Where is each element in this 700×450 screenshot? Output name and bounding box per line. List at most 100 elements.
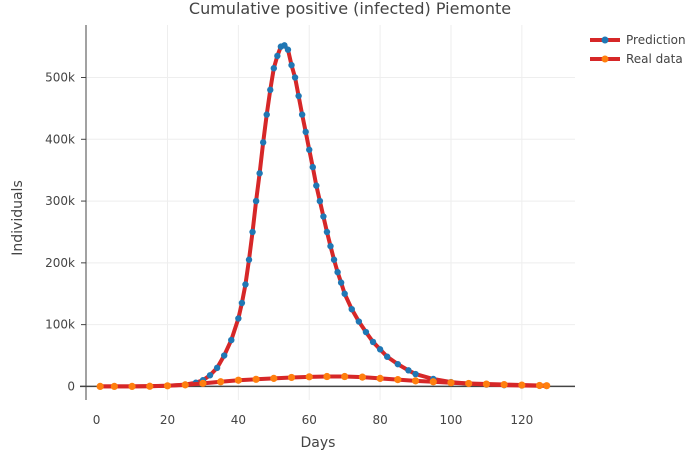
x-tick-label: 80 bbox=[372, 413, 387, 427]
y-tick-label: 300k bbox=[45, 194, 75, 208]
y-tick-label: 200k bbox=[45, 256, 75, 270]
data-point[interactable] bbox=[341, 372, 349, 381]
axes: 0 20 40 60 80 100 120 0 100k 200k 300k 400k 500k bbox=[45, 25, 575, 427]
data-point[interactable] bbox=[429, 378, 437, 386]
data-point[interactable] bbox=[348, 305, 355, 313]
data-point[interactable] bbox=[252, 375, 260, 383]
y-tick-label: 0 bbox=[67, 379, 75, 393]
y-tick-label: 400k bbox=[45, 132, 75, 146]
data-point[interactable] bbox=[323, 228, 331, 236]
data-point[interactable] bbox=[249, 228, 256, 236]
data-point[interactable] bbox=[358, 373, 366, 381]
data-point[interactable] bbox=[235, 315, 242, 322]
chart-title: Cumulative positive (infected) Piemonte bbox=[189, 0, 511, 18]
data-point[interactable] bbox=[238, 299, 246, 307]
data-point[interactable] bbox=[274, 52, 281, 60]
data-point[interactable] bbox=[362, 328, 370, 336]
grid-lines bbox=[86, 25, 575, 400]
data-point[interactable] bbox=[263, 111, 270, 118]
x-tick-label: 20 bbox=[160, 413, 175, 427]
data-point[interactable] bbox=[295, 92, 302, 100]
legend-item[interactable]: Real data bbox=[590, 52, 683, 66]
series-prediction[interactable] bbox=[96, 42, 550, 390]
data-point[interactable] bbox=[281, 42, 288, 49]
data-point[interactable] bbox=[259, 139, 267, 146]
data-point[interactable] bbox=[306, 146, 313, 153]
data-point[interactable] bbox=[334, 268, 341, 276]
data-point[interactable] bbox=[256, 170, 263, 177]
data-point[interactable] bbox=[330, 256, 338, 263]
x-tick-label: 60 bbox=[302, 413, 317, 427]
data-point[interactable] bbox=[376, 346, 384, 353]
data-point[interactable] bbox=[284, 46, 292, 53]
data-point[interactable] bbox=[228, 336, 235, 344]
data-point[interactable] bbox=[96, 382, 104, 391]
series-real-data[interactable] bbox=[96, 372, 551, 391]
data-point[interactable] bbox=[535, 381, 544, 390]
data-point[interactable] bbox=[447, 379, 455, 387]
data-point[interactable] bbox=[287, 373, 296, 382]
data-point[interactable] bbox=[309, 163, 316, 171]
data-point[interactable] bbox=[298, 111, 306, 118]
data-point[interactable] bbox=[220, 352, 228, 359]
data-point[interactable] bbox=[217, 378, 225, 386]
data-point[interactable] bbox=[543, 382, 551, 390]
legend-item[interactable]: Prediction bbox=[590, 33, 686, 47]
data-point[interactable] bbox=[270, 374, 278, 382]
data-point[interactable] bbox=[341, 290, 348, 297]
legend-marker-swatch bbox=[601, 55, 609, 63]
data-point[interactable] bbox=[316, 197, 324, 205]
x-tick-label: 0 bbox=[93, 413, 101, 427]
data-point[interactable] bbox=[128, 382, 136, 391]
data-point[interactable] bbox=[252, 197, 260, 205]
data-point[interactable] bbox=[302, 128, 309, 136]
legend-label: Real data bbox=[626, 52, 683, 66]
data-point[interactable] bbox=[206, 372, 214, 379]
data-point[interactable] bbox=[320, 213, 327, 220]
data-point[interactable] bbox=[234, 376, 242, 384]
data-point[interactable] bbox=[270, 65, 278, 72]
data-point[interactable] bbox=[267, 86, 274, 94]
y-axis-title: Individuals bbox=[10, 180, 26, 255]
x-tick-label: 40 bbox=[231, 413, 246, 427]
series-plot-area bbox=[96, 42, 551, 391]
data-point[interactable] bbox=[500, 380, 508, 389]
data-point[interactable] bbox=[110, 382, 118, 391]
data-point[interactable] bbox=[245, 256, 253, 263]
data-point[interactable] bbox=[242, 281, 249, 288]
data-point[interactable] bbox=[411, 377, 420, 385]
legend-label: Prediction bbox=[626, 33, 686, 47]
data-point[interactable] bbox=[288, 61, 295, 69]
data-point[interactable] bbox=[376, 374, 384, 382]
x-tick-label: 120 bbox=[510, 413, 533, 427]
data-point[interactable] bbox=[394, 376, 402, 384]
y-tick-label: 100k bbox=[45, 318, 75, 332]
data-point[interactable] bbox=[518, 381, 526, 389]
y-tick-label: 500k bbox=[45, 71, 75, 85]
legend-marker-swatch bbox=[601, 36, 609, 44]
data-point[interactable] bbox=[199, 379, 207, 387]
data-point[interactable] bbox=[163, 382, 172, 390]
data-point[interactable] bbox=[465, 379, 473, 388]
data-point[interactable] bbox=[323, 372, 331, 381]
data-point[interactable] bbox=[327, 242, 334, 250]
data-point[interactable] bbox=[291, 74, 299, 81]
data-point[interactable] bbox=[482, 380, 491, 388]
x-tick-label: 100 bbox=[440, 413, 463, 427]
data-point[interactable] bbox=[313, 182, 320, 189]
data-point[interactable] bbox=[412, 370, 419, 378]
data-point[interactable] bbox=[337, 279, 345, 286]
data-point[interactable] bbox=[355, 318, 363, 325]
data-point[interactable] bbox=[213, 364, 221, 372]
data-point[interactable] bbox=[405, 367, 412, 374]
data-point[interactable] bbox=[369, 338, 377, 346]
data-point[interactable] bbox=[146, 382, 154, 390]
data-point[interactable] bbox=[181, 381, 189, 389]
data-point[interactable] bbox=[305, 373, 313, 381]
x-axis-title: Days bbox=[301, 435, 336, 450]
legend[interactable]: Prediction Real data bbox=[590, 33, 686, 66]
data-point[interactable] bbox=[394, 360, 402, 368]
data-point[interactable] bbox=[383, 353, 391, 360]
